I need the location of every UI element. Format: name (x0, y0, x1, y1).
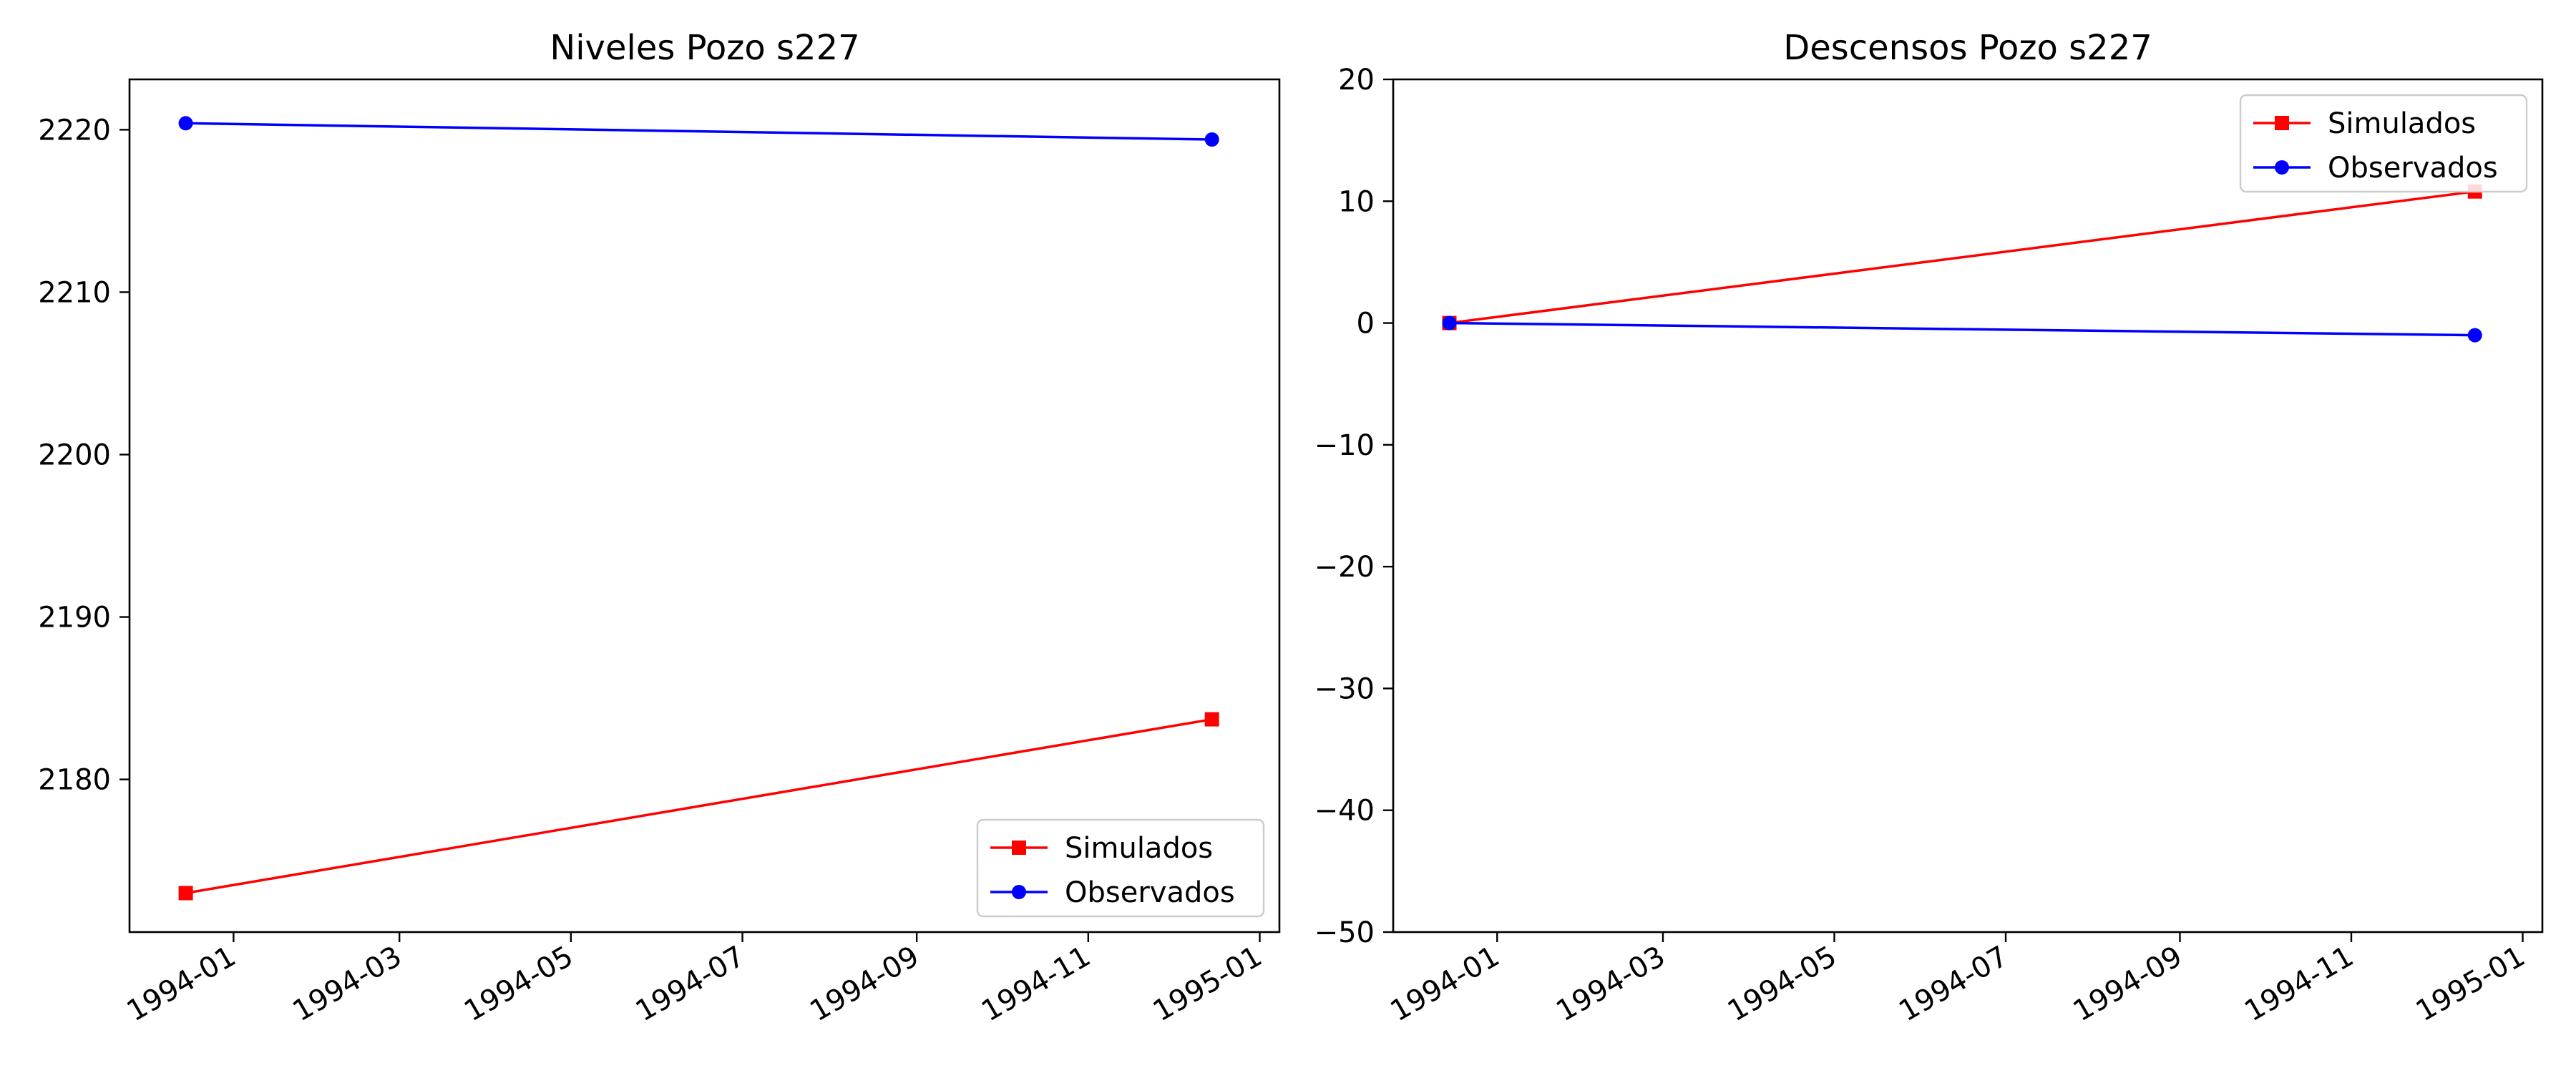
y-tick-label: 10 (1338, 185, 1375, 218)
x-tick-label: 1994-09 (804, 940, 924, 1028)
legend-marker-square (1012, 841, 1026, 855)
series-line (185, 122, 1212, 141)
legend-marker-circle (2275, 160, 2289, 175)
legend-item: Simulados (2253, 107, 2476, 140)
plot-area: −50 −40 −30 −20 −10 0 10 20 1994-01 1994-03 1994-0… (1314, 64, 2544, 1028)
x-tick-label: 1994-03 (1551, 940, 1671, 1028)
legend-box (2239, 94, 2528, 193)
series-line (1449, 321, 2475, 337)
x-tick-label: 1994-07 (1893, 940, 2014, 1028)
legend-label: Simulados (1065, 832, 1213, 865)
data-point-circle (178, 116, 193, 131)
x-tick-label: 1994-01 (1385, 940, 1506, 1028)
x-tick-label: 1994-01 (122, 940, 242, 1028)
x-tick-label: 1995-01 (1148, 940, 1268, 1028)
legend-item: Observados (2253, 152, 2498, 185)
legend-label: Observados (1065, 876, 1235, 909)
x-tick-label: 1994-09 (2068, 940, 2188, 1028)
legend-label: Observados (2328, 152, 2498, 185)
chart-title: Niveles Pozo s227 (550, 28, 859, 68)
chart-niveles: Niveles Pozo s227 2180 2190 2200 2210 2220 19… (38, 28, 1281, 1028)
y-tick-label: −40 (1314, 795, 1375, 828)
x-tick-label: 1995-01 (2411, 940, 2531, 1028)
data-point-circle (2467, 328, 2482, 343)
plot-area: 2180 2190 2200 2210 2220 1994-01 1994-03 1994-0… (38, 78, 1281, 1028)
y-tick-label: 2200 (38, 438, 111, 471)
chart-title: Descensos Pozo s227 (1783, 28, 2152, 68)
data-point-circle (1204, 132, 1219, 147)
x-tick-label: 1994-03 (287, 940, 407, 1028)
y-tick-label: 2190 (38, 602, 111, 635)
x-tick-label: 1994-05 (459, 940, 579, 1028)
y-tick-label: −20 (1314, 551, 1375, 584)
x-tick-label: 1994-11 (976, 940, 1096, 1028)
y-tick-label: −30 (1314, 672, 1375, 705)
data-point-circle (1442, 315, 1457, 330)
legend-marker-square (2275, 116, 2289, 130)
series-line (185, 717, 1212, 895)
chart-descensos: Descensos Pozo s227 −50 −40 −30 −20 −10 0 10 20… (1314, 28, 2544, 1028)
x-tick-label: 1994-11 (2239, 940, 2359, 1028)
y-tick-label: 0 (1357, 308, 1375, 340)
legend-item: Observados (990, 876, 1235, 909)
axes-frame (1392, 78, 2544, 934)
legend-label: Simulados (2328, 107, 2476, 140)
legend-marker-circle (1012, 885, 1026, 899)
axes-frame (128, 78, 1281, 934)
legend: Simulados Observados (2239, 94, 2528, 193)
data-point-square (178, 886, 193, 901)
data-point-square (1204, 712, 1219, 727)
legend-box (976, 818, 1265, 918)
series-line (1449, 190, 2475, 325)
y-tick-label: 2210 (38, 276, 111, 309)
y-tick-label: −50 (1314, 916, 1375, 949)
x-tick-label: 1994-07 (630, 940, 751, 1028)
y-tick-label: −10 (1314, 429, 1375, 462)
x-tick-label: 1994-05 (1722, 940, 1843, 1028)
y-tick-label: 2180 (38, 764, 111, 797)
legend-item: Simulados (990, 832, 1213, 865)
legend: Simulados Observados (976, 818, 1265, 918)
y-tick-label: 2220 (38, 114, 111, 147)
y-tick-label: 20 (1338, 64, 1375, 97)
